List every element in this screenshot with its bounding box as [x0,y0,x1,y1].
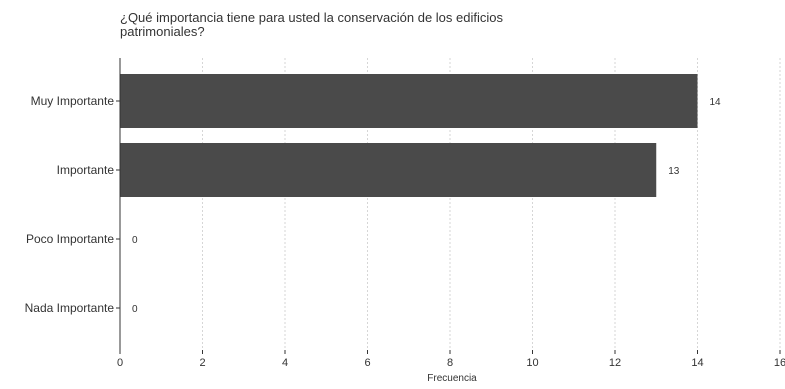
value-label-2: 0 [132,235,138,246]
category-label-1: Importante [57,163,115,177]
x-tick-label-2: 2 [199,357,205,369]
x-axis-title: Frecuencia [427,373,477,384]
x-tick-label-6: 6 [364,357,370,369]
labels: 0 2 4 6 8 10 12 14 16 Muy Importante 14 Importante 1… [25,94,785,369]
chart-title-line-2: patrimoniales? [120,24,205,39]
x-tick-label-12: 12 [609,357,621,369]
x-tick-label-16: 16 [774,357,785,369]
x-tick-label-8: 8 [447,357,453,369]
axes [116,58,781,354]
x-tick-label-10: 10 [526,357,538,369]
value-label-3: 0 [132,304,138,315]
bar-0 [120,74,698,128]
category-label-0: Muy Importante [31,94,115,108]
category-label-2: Poco Importante [26,232,114,246]
x-tick-label-14: 14 [691,357,703,369]
category-label-3: Nada Importante [25,301,115,315]
bars [120,74,698,197]
bar-1 [120,143,657,197]
value-label-1: 13 [668,166,680,177]
value-label-0: 14 [710,97,722,108]
x-tick-label-0: 0 [117,357,123,369]
chart-title-line-1: ¿Qué importancia tiene para usted la con… [120,10,503,25]
x-tick-label-4: 4 [282,357,288,369]
